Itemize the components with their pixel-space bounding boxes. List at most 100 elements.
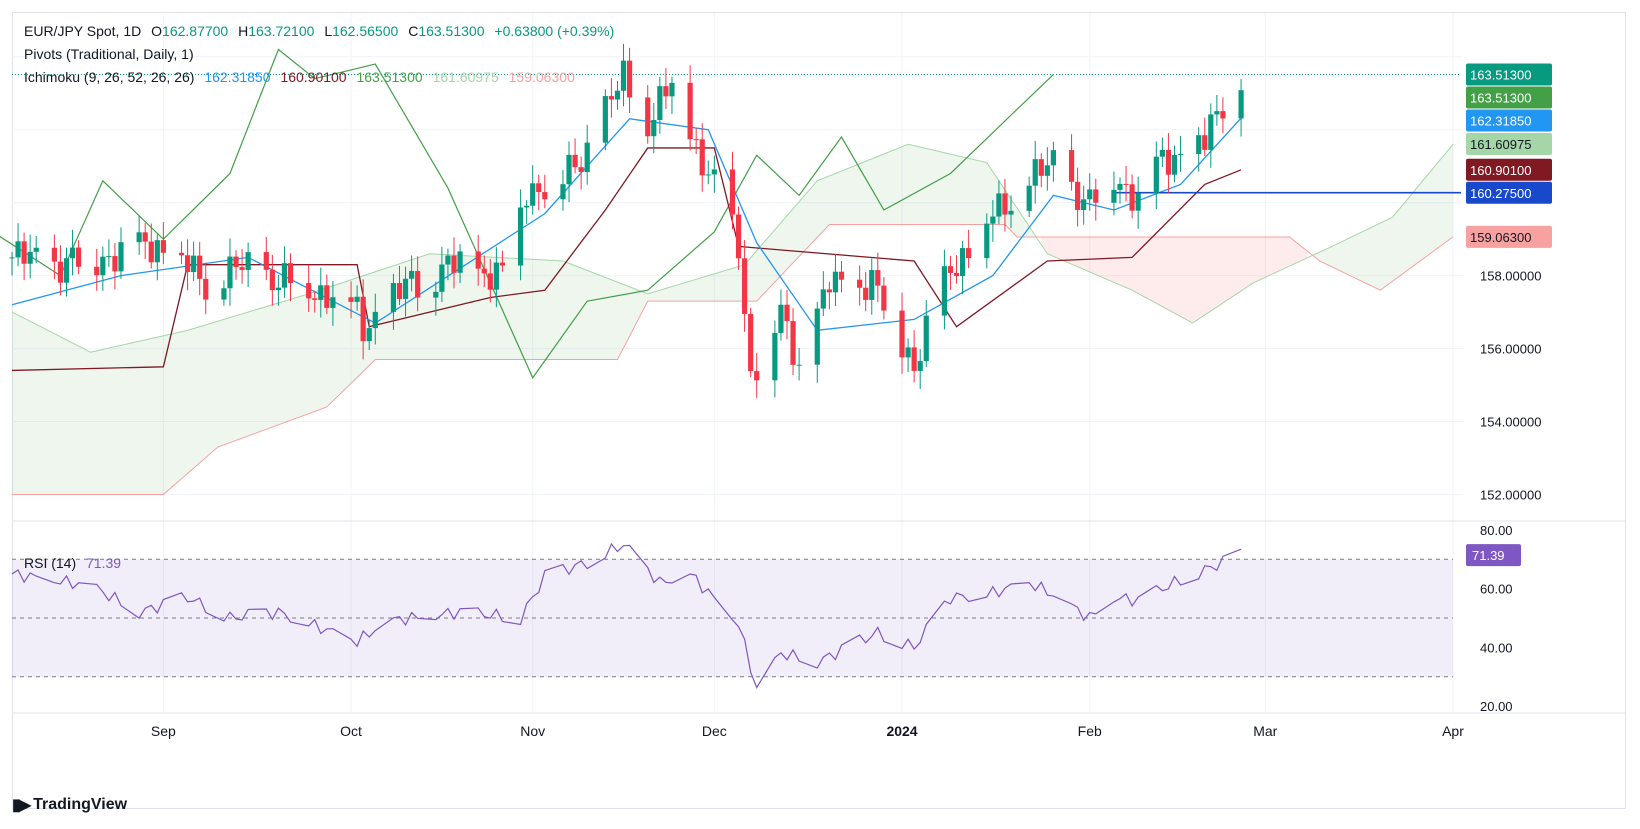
candle-body [360,296,366,342]
candle-body [33,247,39,252]
candle-body [445,255,451,265]
candle-body [439,264,445,292]
senkou-span-a-line [11,143,1454,353]
candle-body [905,347,911,358]
candle-body [996,193,1002,217]
candle-body [626,60,633,98]
candle-body [524,205,530,208]
candle-body [1153,156,1159,194]
rsi-value: 71.39 [86,555,122,571]
pivots-label: Pivots (Traditional, Daily, 1) [24,46,194,62]
rsi-tick-label: 80.00 [1480,523,1513,538]
rsi-legend[interactable]: RSI (14) 71.39 [24,555,127,571]
candle-body [499,262,506,266]
candle-body [602,96,608,143]
candlesticks [9,43,1244,398]
candle-body [318,285,324,300]
candle-body [1008,210,1014,215]
rsi-tick-label: 60.00 [1480,582,1513,597]
cloud-bullish [12,144,1036,495]
candle-body [415,270,421,298]
candle-body [1032,159,1038,186]
candle-body [517,207,524,266]
rsi-pane [11,542,1453,689]
candle-body [875,270,881,286]
candle-body [306,283,312,299]
indicator-lines [0,48,1461,495]
candle-body [838,271,845,280]
candle-body [21,241,27,264]
candle-body [184,255,191,273]
cloud-bearish [1041,236,1308,324]
candle-body [1123,183,1129,185]
rsi-tick-label: 40.00 [1480,640,1513,655]
candle-body [784,304,790,322]
candle-body [669,82,675,97]
candle-body [705,174,711,176]
ichimoku-spanb-value: 159.06300 [508,69,575,85]
candle-body [409,270,415,279]
candle-body [1202,135,1208,150]
candle-body [984,223,990,259]
price-label-tag [1466,132,1552,155]
symbol-title[interactable]: EUR/JPY Spot, 1D [24,23,142,39]
candle-body [330,297,336,308]
candle-body [754,371,760,381]
candle-body [923,315,929,362]
candle-body [63,258,70,283]
candle-body [1038,159,1044,176]
close-label: C [408,23,419,39]
candle-body [1075,181,1081,211]
time-tick-label: Sep [151,723,176,739]
candle-body [1117,183,1123,190]
candle-body [735,214,742,259]
candle-body [790,321,796,365]
candle-body [106,256,112,258]
candle-body [136,232,142,243]
candle-body [1159,149,1165,157]
candle-body [221,288,227,300]
price-tick-label: 154.00000 [1480,415,1541,430]
candle-body [614,90,621,100]
candle-body [457,251,463,273]
price-labels: 163.51300 163.51300 162.31850 161.60975 160.… [1466,63,1552,567]
ichimoku-tenkan-value: 162.31850 [204,69,271,85]
tradingview-icon: ▮▶ [12,797,31,814]
axes: 158.00000 156.00000 154.00000 152.00000 80.0… [151,269,1542,739]
candle-body [1026,185,1032,211]
candle-body [608,96,615,100]
candle-body [245,252,251,270]
candle-body [76,247,82,267]
candle-body [475,251,481,269]
candle-body [651,119,657,137]
rsi-value-tag [1466,544,1521,567]
ichimoku-label: Ichimoku (9, 26, 52, 26, 26) [24,69,195,85]
tradingview-logo[interactable]: ▮▶ TradingView [12,795,127,815]
candle-body [1081,199,1087,211]
candle-body [1111,189,1117,203]
candle-body [1002,193,1008,215]
price-label-text: 163.51300 [1470,68,1531,83]
grid [12,13,1626,714]
ichimoku-legend[interactable]: Ichimoku (9, 26, 52, 26, 26) 162.31850 1… [24,69,581,85]
pivots-legend[interactable]: Pivots (Traditional, Daily, 1) [24,46,200,62]
ichimoku-chikou-value: 163.51300 [356,69,423,85]
candle-body [287,263,294,284]
candle-body [1129,184,1135,211]
candle-body [1135,193,1141,211]
candle-body [227,256,233,289]
price-label-tag [1466,181,1552,204]
candle-body [820,289,826,309]
candle-body [748,313,754,372]
candle-body [154,240,160,263]
candle-body [118,242,124,272]
candle-body [348,297,354,302]
candle-body [51,247,57,262]
price-label-text: 159.06300 [1470,230,1531,245]
candle-body [560,184,566,200]
rsi-line [11,542,1242,689]
candle-body [917,361,923,371]
kijun-sen-line [11,147,1242,372]
candle-body [451,255,457,273]
